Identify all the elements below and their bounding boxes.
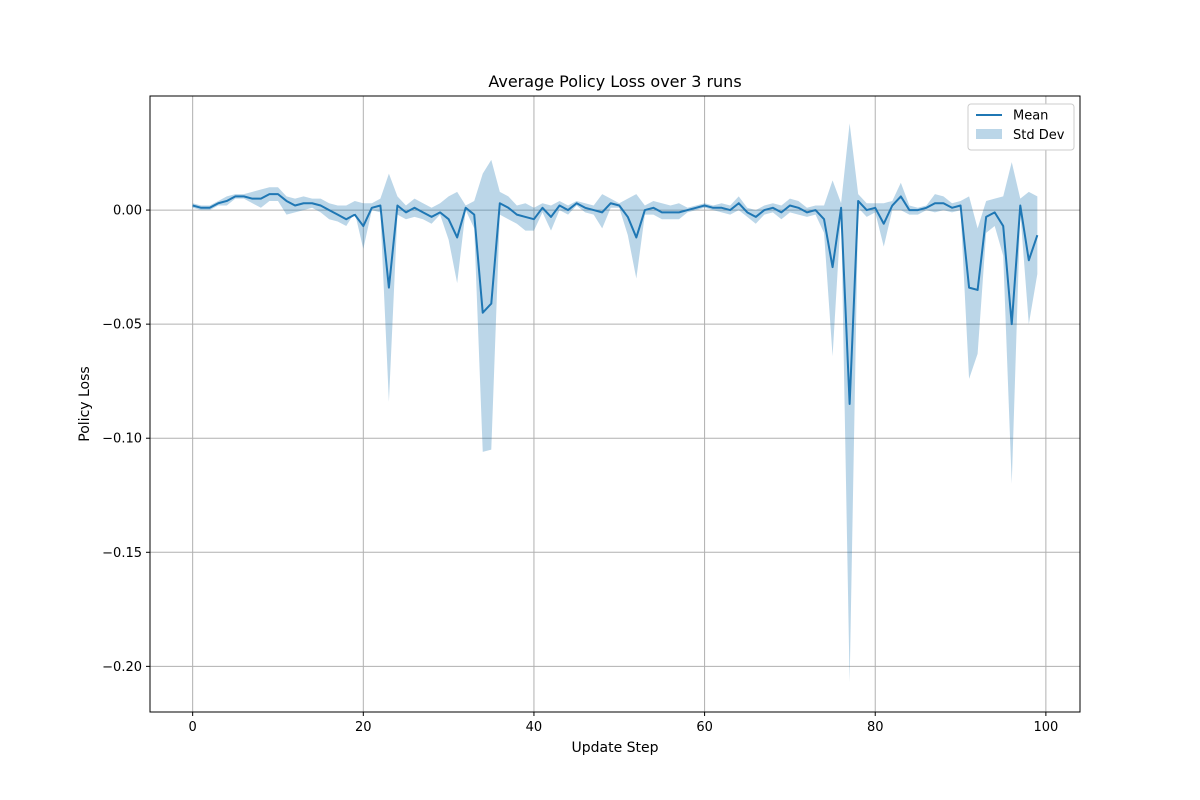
- mean-line-layer: [192, 193, 1039, 405]
- x-tick-label: 40: [526, 720, 543, 735]
- y-tick-label: −0.15: [102, 546, 142, 561]
- legend-mean-label: Mean: [1013, 109, 1048, 124]
- x-axis-ticks: 0 20 40 60 80 100: [189, 712, 1058, 735]
- x-tick-label: 20: [355, 720, 372, 735]
- grid-lines: [150, 96, 1080, 712]
- std-dev-band: [192, 123, 1038, 683]
- legend-std-swatch: [976, 129, 1002, 139]
- x-tick-label: 100: [1033, 720, 1058, 735]
- plot-frame: [149, 95, 1081, 713]
- y-tick-label: −0.05: [102, 318, 142, 333]
- legend-std-label: Std Dev: [1013, 128, 1065, 143]
- x-axis-label: Update Step: [571, 740, 658, 756]
- x-tick-label: 80: [867, 720, 884, 735]
- x-tick-label: 60: [696, 720, 713, 735]
- x-tick-label: 0: [189, 720, 197, 735]
- y-tick-label: 0.00: [113, 204, 142, 219]
- mean-line: [192, 193, 1039, 405]
- chart-title: Average Policy Loss over 3 runs: [488, 72, 741, 91]
- y-axis-label: Policy Loss: [77, 366, 93, 441]
- y-axis-ticks: 0.00 −0.05 −0.10 −0.15 −0.20: [102, 204, 150, 675]
- std-dev-band-layer: [192, 123, 1038, 683]
- y-tick-label: −0.20: [102, 660, 142, 675]
- y-tick-label: −0.10: [102, 432, 142, 447]
- legend: Mean Std Dev: [967, 103, 1075, 151]
